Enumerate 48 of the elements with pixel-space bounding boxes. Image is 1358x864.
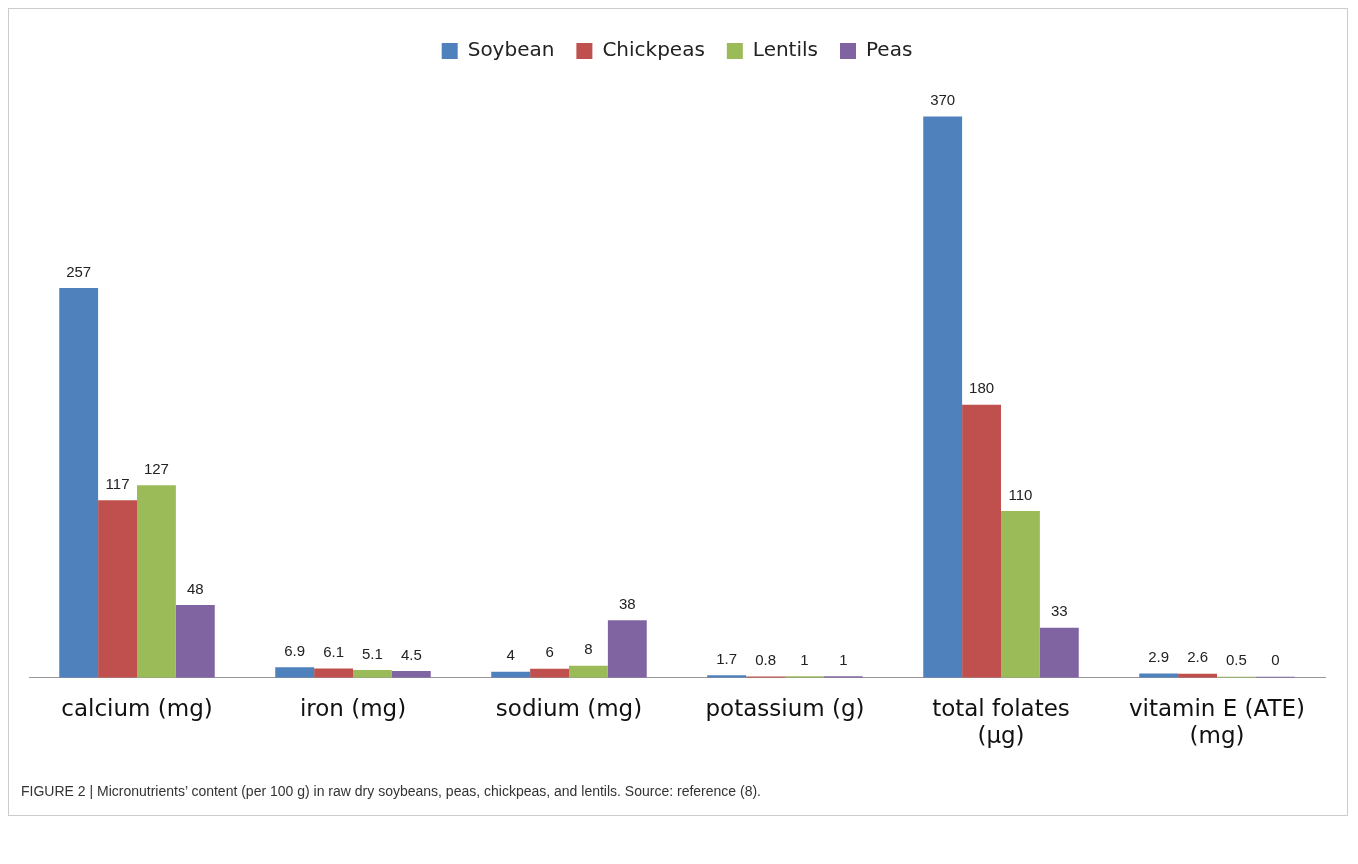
data-label: 2.9 <box>1148 648 1170 666</box>
bar <box>59 287 99 678</box>
data-label: 110 <box>1008 485 1033 503</box>
data-label: 33 <box>1050 602 1068 620</box>
data-label: 4.5 <box>400 645 422 663</box>
caption: FIGURE 2 | Micronutrients’ content (per 100 g) in raw dry soybeans, peas, chickpeas, and lentils. Source: reference (8). <box>20 782 762 801</box>
data-label: 5.1 <box>362 644 383 662</box>
data-label: 257 <box>66 262 92 280</box>
x-tick-label: total folates (µg) <box>932 694 1070 749</box>
data-label: 0.8 <box>755 651 776 669</box>
bar <box>1039 627 1079 678</box>
data-label: 8 <box>584 640 593 658</box>
data-label: 1.7 <box>716 649 738 667</box>
bar <box>175 604 215 678</box>
bar <box>98 500 137 678</box>
legend-label: Lentils <box>752 37 818 62</box>
data-label: 48 <box>186 579 204 597</box>
bar <box>275 667 315 678</box>
x-tick-label: calcium (mg) <box>61 694 213 721</box>
bar <box>923 116 963 678</box>
data-label: 0.5 <box>1226 651 1247 669</box>
data-label: 0 <box>1271 651 1280 669</box>
bar <box>569 665 608 678</box>
data-label: 180 <box>969 379 995 397</box>
legend-label: Soybean <box>467 37 555 62</box>
bar <box>607 620 647 678</box>
legend-label: Chickpeas <box>602 37 705 62</box>
data-label: 6.1 <box>323 643 344 661</box>
data-label: 4 <box>506 646 515 664</box>
x-tick-label: iron (mg) <box>299 694 407 721</box>
bar <box>962 404 1001 678</box>
data-label: 2.6 <box>1187 648 1208 666</box>
data-label: 38 <box>618 594 636 612</box>
bar <box>353 670 392 678</box>
data-label: 370 <box>930 91 956 109</box>
x-tick-label: sodium (mg) <box>495 694 643 721</box>
data-label: 1 <box>800 650 809 668</box>
data-label: 1 <box>839 650 848 668</box>
x-tick-label: potassium (g) <box>705 694 865 721</box>
data-label: 127 <box>143 459 169 477</box>
x-tick-label: vitamin E (ATE) (mg) <box>1128 694 1306 749</box>
bar <box>137 485 176 678</box>
bar <box>1139 673 1179 678</box>
bar <box>1001 510 1040 678</box>
legend-label: Peas <box>865 37 913 62</box>
data-label: 117 <box>105 474 130 492</box>
data-label: 6.9 <box>284 641 306 659</box>
data-label: 6 <box>545 643 554 661</box>
